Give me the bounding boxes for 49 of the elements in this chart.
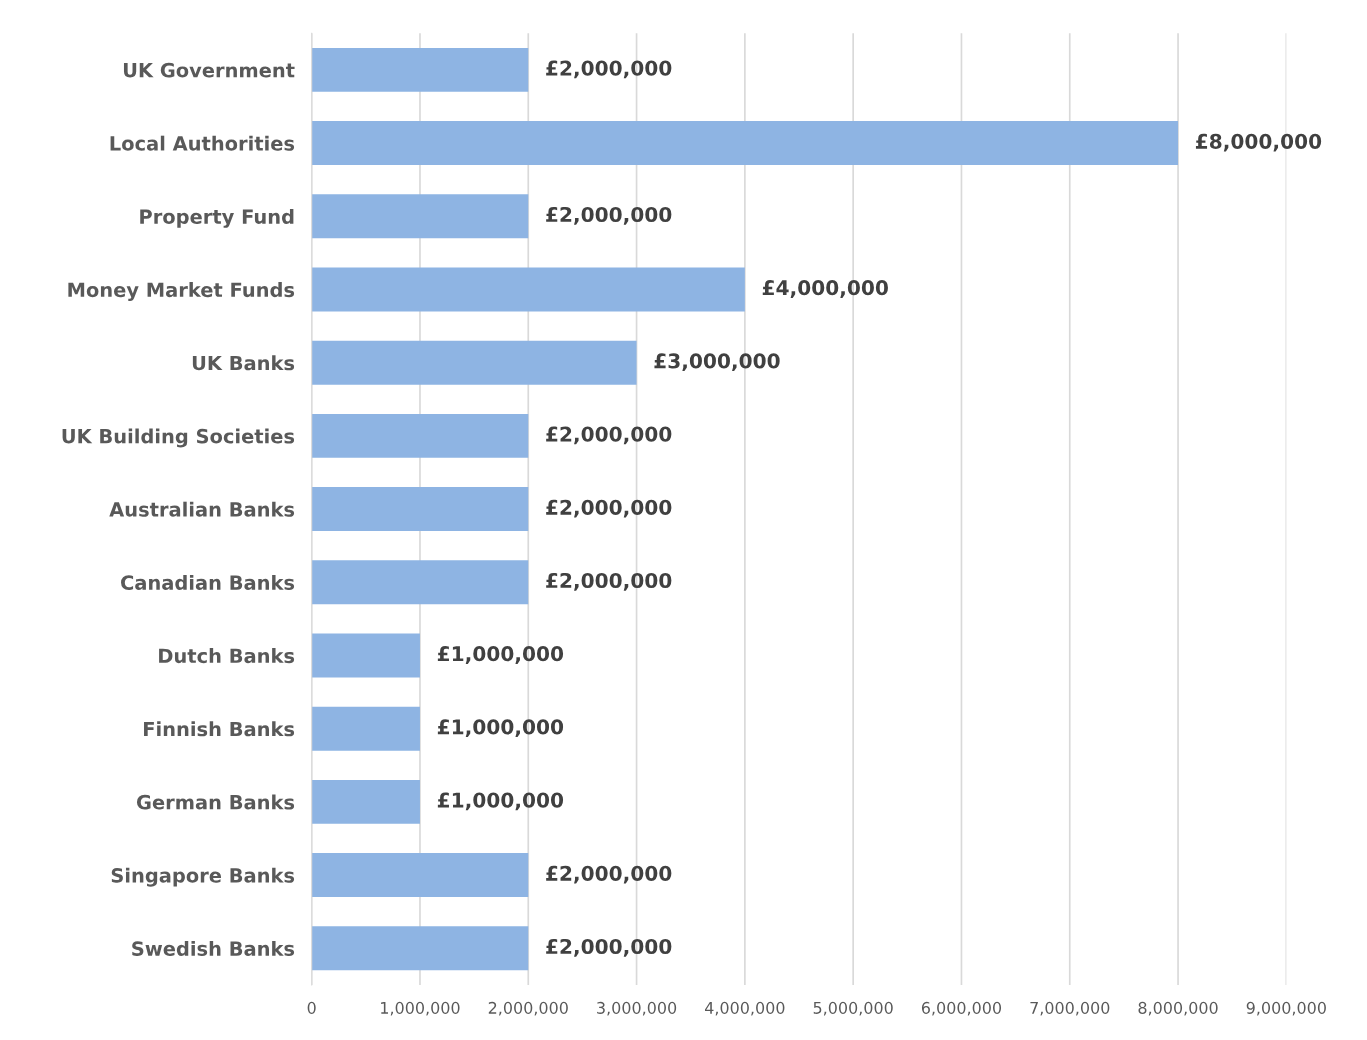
data-label: £2,000,000 [546, 572, 672, 591]
bar [311, 413, 529, 458]
x-tick-label: 0 [307, 1001, 316, 1014]
y-tick-label: Finnish Banks [144, 721, 295, 737]
x-tick-label: 7,000,000 [1030, 1001, 1110, 1016]
y-tick-label: UK Building Societies [62, 428, 295, 448]
data-label: £2,000,000 [546, 60, 672, 79]
data-label: £3,000,000 [654, 353, 780, 372]
y-tick-label: UK Banks [192, 355, 295, 371]
y-tick-label: German Banks [136, 794, 295, 810]
data-label: £2,000,000 [546, 206, 672, 225]
data-label: £1,000,000 [437, 719, 564, 738]
y-tick-label: Property Fund [140, 208, 294, 228]
bar [311, 853, 529, 898]
data-label: £2,000,000 [546, 865, 672, 884]
bar [311, 340, 637, 385]
y-tick-label: Dutch Banks [159, 648, 295, 664]
x-tick-label: 2,000,000 [488, 1001, 568, 1016]
bar [311, 926, 529, 971]
bar [311, 121, 1179, 166]
bar [311, 633, 420, 678]
bar [311, 267, 745, 312]
bar [311, 194, 529, 239]
bar [311, 706, 420, 751]
x-tick-label: 4,000,000 [705, 1001, 785, 1016]
x-tick-label: 6,000,000 [921, 1001, 1002, 1016]
data-label: £2,000,000 [546, 499, 672, 518]
bar [311, 487, 529, 532]
data-label: £8,000,000 [1195, 133, 1322, 152]
y-tick-label: Singapore Banks [111, 867, 295, 887]
x-tick-label: 3,000,000 [597, 1001, 677, 1016]
data-label: £2,000,000 [546, 426, 672, 445]
y-tick-label: Local Authorities [110, 135, 295, 151]
y-tick-label: Canadian Banks [121, 574, 295, 590]
bar [311, 779, 420, 824]
x-tick-label: 5,000,000 [813, 1001, 893, 1016]
data-label: £1,000,000 [437, 792, 564, 811]
y-tick-label: Swedish Banks [132, 940, 295, 956]
bar [311, 560, 529, 605]
y-tick-label: Australian Banks [109, 501, 295, 517]
bar [311, 47, 529, 92]
y-tick-label: UK Government [123, 62, 295, 78]
x-tick-label: 1,000,000 [381, 1001, 460, 1016]
data-label: £4,000,000 [762, 280, 888, 298]
x-tick-label: 9,000,000 [1246, 1001, 1326, 1016]
data-label: £2,000,000 [546, 938, 672, 957]
y-tick-label: Money Market Funds [68, 282, 295, 302]
x-tick-label: 8,000,000 [1138, 1001, 1218, 1016]
data-label: £1,000,000 [437, 646, 564, 664]
